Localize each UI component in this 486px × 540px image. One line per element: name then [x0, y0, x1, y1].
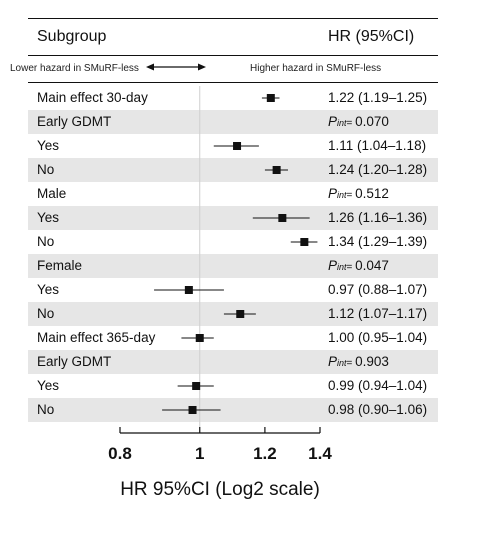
- table-row: Male Pint= 0.512: [28, 182, 438, 206]
- row-hr-ci: 1.26 (1.16–1.36): [328, 210, 428, 225]
- row-label: Main effect 365-day: [37, 330, 156, 345]
- point-marker: [195, 334, 204, 342]
- table-row: Yes 1.26 (1.16–1.36): [28, 206, 438, 230]
- point-marker: [272, 166, 281, 174]
- table-row: Early GDMT Pint= 0.903: [28, 350, 438, 374]
- x-axis-title: HR 95%CI (Log2 scale): [120, 479, 320, 500]
- table-row: Female Pint= 0.047: [28, 254, 438, 278]
- row-label: Yes: [37, 138, 60, 153]
- row-label: No: [37, 234, 55, 249]
- pint-symbol: P: [328, 114, 338, 129]
- row-label: Female: [37, 258, 83, 273]
- table-row: Main effect 30-day 1.22 (1.19–1.25): [28, 86, 438, 110]
- row-label: No: [37, 306, 55, 321]
- header-rule: [28, 55, 438, 56]
- pint-subscript: int: [337, 358, 347, 368]
- point-marker: [184, 286, 193, 294]
- pint-value: 0.047: [355, 258, 389, 273]
- header-subgroup: Subgroup: [37, 28, 107, 45]
- pint-subscript: int: [337, 190, 347, 200]
- point-marker: [278, 214, 287, 222]
- top-rule: [28, 18, 438, 19]
- row-hr-ci: 0.97 (0.88–1.07): [328, 282, 428, 297]
- row-label: No: [37, 402, 55, 417]
- pint-equals: =: [346, 118, 356, 129]
- row-pint: Pint= 0.903: [328, 354, 389, 369]
- point-marker: [266, 94, 275, 102]
- row-hr-ci: 1.22 (1.19–1.25): [328, 90, 428, 105]
- pint-symbol: P: [328, 258, 338, 273]
- header-hr: HR (95%CI): [328, 28, 415, 45]
- x-tick-label: 0.8: [108, 444, 132, 463]
- direction-higher-label: Higher hazard in SMuRF-less: [250, 63, 382, 74]
- table-row: Yes 1.11 (1.04–1.18): [28, 134, 438, 158]
- point-marker: [192, 382, 201, 390]
- row-label: Yes: [37, 282, 60, 297]
- table-row: No 0.98 (0.90–1.06): [28, 398, 438, 422]
- pint-subscript: int: [337, 118, 347, 128]
- pint-symbol: P: [328, 354, 338, 369]
- row-hr-ci: 0.99 (0.94–1.04): [328, 378, 428, 393]
- row-label: Main effect 30-day: [37, 90, 148, 105]
- row-hr-ci: 1.00 (0.95–1.04): [328, 330, 428, 345]
- pint-subscript: int: [337, 262, 347, 272]
- table-row: Yes 0.97 (0.88–1.07): [28, 278, 438, 302]
- pint-value: 0.512: [355, 186, 389, 201]
- pint-equals: =: [346, 262, 356, 273]
- x-tick-label: 1: [195, 444, 204, 463]
- table-row: Early GDMT Pint= 0.070: [28, 110, 438, 134]
- row-hr-ci: 1.12 (1.07–1.17): [328, 306, 428, 321]
- direction-rule: [28, 82, 438, 83]
- x-tick-label: 1.4: [308, 444, 332, 463]
- row-hr-ci: 0.98 (0.90–1.06): [328, 402, 428, 417]
- row-pint: Pint= 0.512: [328, 186, 389, 201]
- pint-symbol: P: [328, 186, 338, 201]
- row-label: Yes: [37, 378, 60, 393]
- row-hr-ci: 1.34 (1.29–1.39): [328, 234, 428, 249]
- table-row: Yes 0.99 (0.94–1.04): [28, 374, 438, 398]
- row-label: Yes: [37, 210, 60, 225]
- point-marker: [300, 238, 309, 246]
- row-pint: Pint= 0.047: [328, 258, 389, 273]
- row-hr-ci: 1.11 (1.04–1.18): [328, 138, 427, 153]
- pint-value: 0.903: [355, 354, 389, 369]
- direction-lower-label: Lower hazard in SMuRF-less: [10, 63, 139, 74]
- point-marker: [236, 310, 245, 318]
- row-hr-ci: 1.24 (1.20–1.28): [328, 162, 428, 177]
- table-row: Main effect 365-day 1.00 (0.95–1.04): [28, 326, 438, 350]
- table-row: No 1.34 (1.29–1.39): [28, 230, 438, 254]
- pint-equals: =: [346, 190, 356, 201]
- row-label: No: [37, 162, 55, 177]
- arrowhead-right-icon: [198, 63, 206, 71]
- x-tick-label: 1.2: [253, 444, 277, 463]
- pint-value: 0.070: [355, 114, 389, 129]
- pint-equals: =: [346, 358, 356, 369]
- row-label: Early GDMT: [37, 354, 112, 369]
- arrowhead-left-icon: [146, 63, 154, 71]
- point-marker: [188, 406, 197, 414]
- table-row: No 1.24 (1.20–1.28): [28, 158, 438, 182]
- row-label: Male: [37, 186, 67, 201]
- row-label: Early GDMT: [37, 114, 112, 129]
- row-pint: Pint= 0.070: [328, 114, 389, 129]
- point-marker: [233, 142, 242, 150]
